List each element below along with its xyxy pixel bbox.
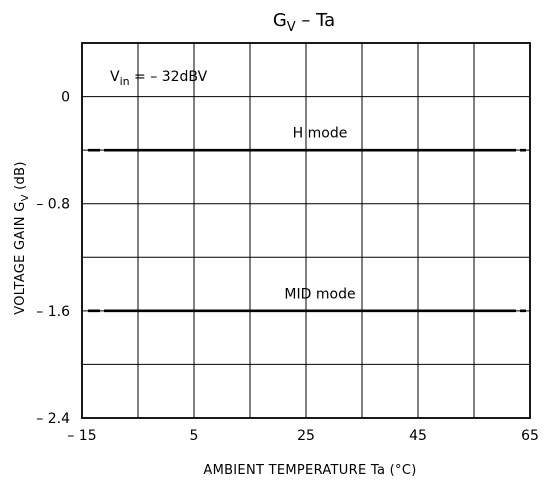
x-tick-label-3: 45 xyxy=(409,428,427,444)
input-level-annotation: Vin = – 32dBV xyxy=(110,69,208,88)
y-axis-title: VOLTAGE GAIN GV (dB) xyxy=(13,161,31,314)
y-axis-title-main: VOLTAGE GAIN G xyxy=(13,201,28,314)
grid-lines xyxy=(81,42,531,419)
input-level-sub: in xyxy=(120,75,130,88)
chart-title-sub: V xyxy=(287,20,296,35)
chart-title-main: G xyxy=(273,10,287,31)
series-label-0: H mode xyxy=(293,126,348,142)
series-lines: H mode MID mode xyxy=(88,126,526,313)
x-tick-label-2: 25 xyxy=(297,428,315,444)
x-tick-label-0: – 15 xyxy=(67,428,96,444)
y-axis-title-unit: (dB) xyxy=(13,161,28,194)
x-tick-label-1: 5 xyxy=(190,428,199,444)
x-tick-label-4: 65 xyxy=(521,428,539,444)
y-axis-title-sub: V xyxy=(20,194,31,201)
input-level-rest: = – 32dBV xyxy=(130,69,208,85)
tick-labels: 0 – 0.8 – 1.6 – 2.4– 15 5 25 45 65 xyxy=(36,90,539,444)
y-tick-label-1: – 0.8 xyxy=(36,197,70,213)
plot-frame xyxy=(81,42,531,419)
series-label-1: MID mode xyxy=(284,286,355,302)
y-tick-label-0: 0 xyxy=(61,90,70,106)
y-tick-label-3: – 2.4 xyxy=(36,411,70,427)
input-level-prefix: V xyxy=(110,69,120,85)
y-tick-label-2: – 1.6 xyxy=(36,304,70,320)
chart-title-rest: – Ta xyxy=(296,10,336,31)
x-axis-title: AMBIENT TEMPERATURE Ta (°C) xyxy=(203,463,416,478)
chart-title: GV – Ta xyxy=(273,10,335,35)
